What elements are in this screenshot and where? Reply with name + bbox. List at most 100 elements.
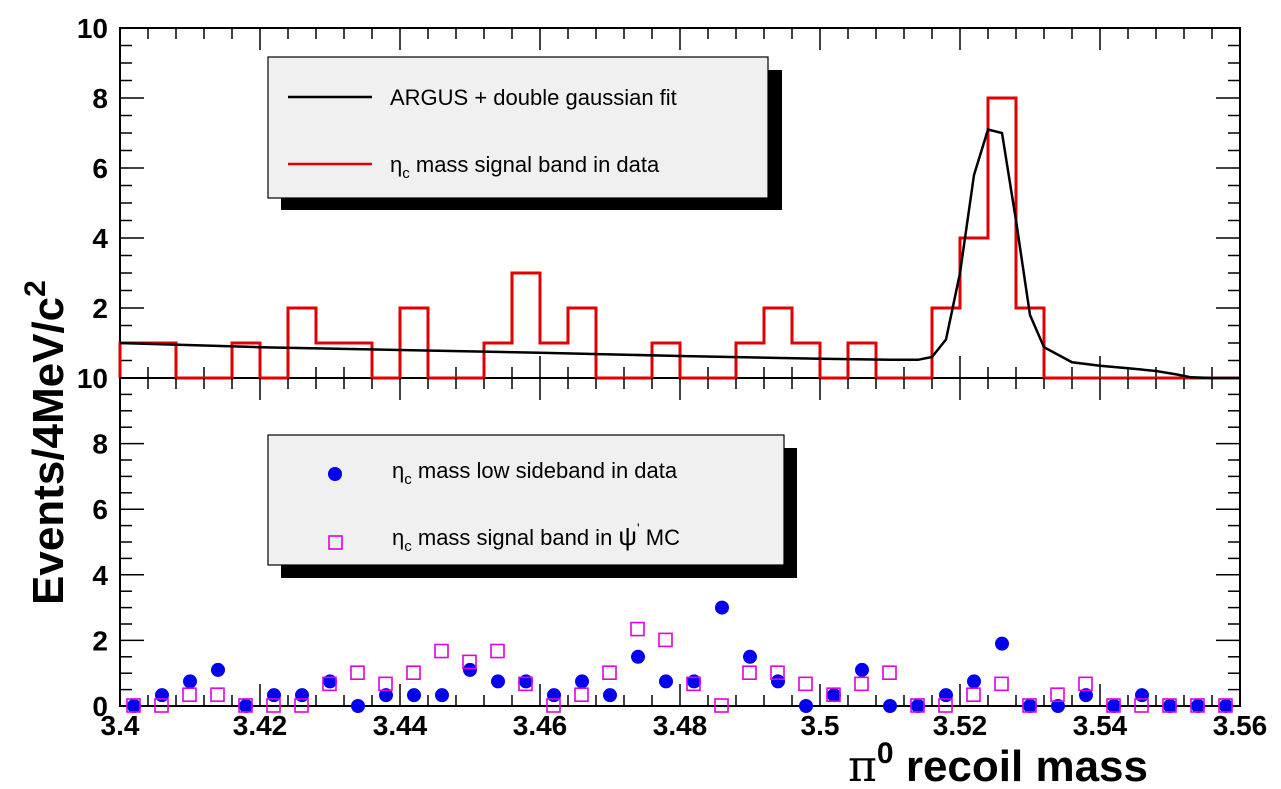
- mc-point: [658, 632, 673, 648]
- bottom-y-tick-label: 4: [92, 560, 108, 591]
- top-legend-box: [267, 56, 769, 199]
- top-y-tick-label: 4: [92, 223, 108, 254]
- sideband-point: [967, 674, 981, 689]
- x-axis-title: π0 recoil mass: [848, 737, 1148, 789]
- sideband-point: [1219, 699, 1233, 713]
- mc-point: [518, 676, 533, 692]
- mc-point: [798, 676, 813, 692]
- mc-points: [126, 621, 1233, 713]
- mc-point: [1078, 676, 1093, 692]
- sideband-point: [211, 662, 225, 677]
- mc-point: [1162, 698, 1177, 713]
- sideband-point: [547, 688, 561, 703]
- legend-sideband-label: ηc mass low sideband in data: [392, 458, 678, 488]
- sideband-point: [631, 649, 645, 664]
- legend-mc-tail: MC: [640, 525, 680, 550]
- sideband-point: [911, 699, 925, 713]
- sideband-point: [435, 688, 449, 703]
- signal-band-histogram: [118, 96, 1240, 380]
- mc-point: [1050, 687, 1065, 702]
- mc-point: [882, 665, 897, 681]
- mc-point: [322, 676, 337, 692]
- x-tick-label: 3.44: [373, 710, 428, 741]
- legend-square-marker: [328, 535, 343, 550]
- y-axis-title-main: Events/4MeV/c: [24, 297, 73, 605]
- bottom-legend: ηc mass low sideband in data ηc mass sig…: [267, 434, 797, 578]
- mc-point: [378, 676, 393, 692]
- x-tick-label: 3.56: [1213, 710, 1268, 741]
- bottom-x-tick-labels: 3.4 3.42 3.44 3.46 3.48 3.5 3.52 3.54 3.56: [101, 710, 1268, 741]
- sideband-point: [883, 699, 897, 713]
- mc-point: [490, 643, 505, 659]
- sideband-point: [1051, 699, 1065, 713]
- top-y-tick-label: 10: [77, 13, 108, 44]
- mc-point: [854, 676, 869, 692]
- eta-symbol: η: [392, 458, 404, 483]
- bottom-y-tick-label: 6: [92, 494, 108, 525]
- y-axis-title: Events/4MeV/c2: [19, 280, 73, 605]
- bottom-panel: 0 2 4 6 8 3.4 3.42 3.44 3.46 3.48 3.5 3.52 3.54 3.56…: [92, 377, 1268, 741]
- legend-fit-label: ARGUS + double gaussian fit: [390, 85, 677, 110]
- bottom-x-ticks: [119, 378, 1241, 706]
- sideband-point: [995, 636, 1009, 651]
- top-panel: 10 8 6 4 2 10 ARGUS + double gaussian fit ηc …: [77, 13, 1241, 394]
- bottom-y-tick-label: 0: [92, 691, 108, 722]
- mc-point: [294, 698, 309, 713]
- x-tick-label: 3.54: [1073, 710, 1128, 741]
- x-tick-label: 3.5: [801, 710, 840, 741]
- sideband-point: [379, 688, 393, 703]
- bottom-legend-box: [267, 434, 785, 566]
- mc-point: [546, 698, 561, 713]
- sideband-point: [491, 674, 505, 689]
- sideband-point: [463, 662, 477, 677]
- mc-point: [126, 698, 141, 713]
- mc-point: [1106, 698, 1121, 713]
- eta-subscript: c: [402, 165, 410, 182]
- sideband-point: [939, 688, 953, 703]
- mc-point: [182, 687, 197, 702]
- eta-symbol: η: [392, 525, 404, 550]
- mc-point: [770, 665, 785, 681]
- sideband-point: [799, 699, 813, 713]
- x-tick-label: 3.42: [233, 710, 288, 741]
- sideband-point: [1163, 699, 1177, 713]
- psi-symbol: ψ: [618, 521, 637, 551]
- mc-point: [826, 687, 841, 702]
- sideband-point: [743, 649, 757, 664]
- mc-point: [686, 676, 701, 692]
- mc-point: [1022, 698, 1037, 713]
- sideband-point: [1107, 699, 1121, 713]
- sideband-point: [771, 674, 785, 689]
- mc-point: [1218, 698, 1233, 713]
- mc-point: [434, 643, 449, 659]
- mc-point: [210, 687, 225, 702]
- mc-point: [154, 698, 169, 713]
- sideband-point: [127, 699, 141, 713]
- x-axis-title-pi: π: [848, 741, 877, 789]
- legend-hist-text: mass signal band in data: [410, 152, 660, 177]
- mc-point: [350, 665, 365, 681]
- top-legend: ARGUS + double gaussian fit ηc mass sign…: [267, 56, 782, 210]
- sideband-point: [183, 674, 197, 689]
- sideband-point: [155, 688, 169, 703]
- mc-point: [462, 654, 477, 670]
- top-y-tick-label: 2: [92, 293, 108, 324]
- bottom-y-tick-label: 2: [92, 625, 108, 656]
- sideband-point: [295, 688, 309, 703]
- mc-point: [994, 676, 1009, 692]
- legend-mc-label: ηc mass signal band in ψ' MC: [392, 520, 680, 555]
- bottom-y-tick-labels: 0 2 4 6 8: [92, 429, 108, 722]
- legend-hist-label: ηc mass signal band in data: [390, 152, 660, 182]
- sideband-point: [687, 674, 701, 689]
- x-tick-label: 3.48: [653, 710, 708, 741]
- x-axis-title-rest: recoil mass: [894, 742, 1148, 789]
- mc-point: [574, 687, 589, 702]
- mc-point: [238, 698, 253, 713]
- mc-point: [910, 698, 925, 713]
- mc-point: [266, 698, 281, 713]
- mc-point: [602, 665, 617, 681]
- argus-fit-curve: [119, 127, 1240, 380]
- eta-subscript: c: [404, 538, 412, 555]
- top-y-ticks: [120, 27, 1240, 379]
